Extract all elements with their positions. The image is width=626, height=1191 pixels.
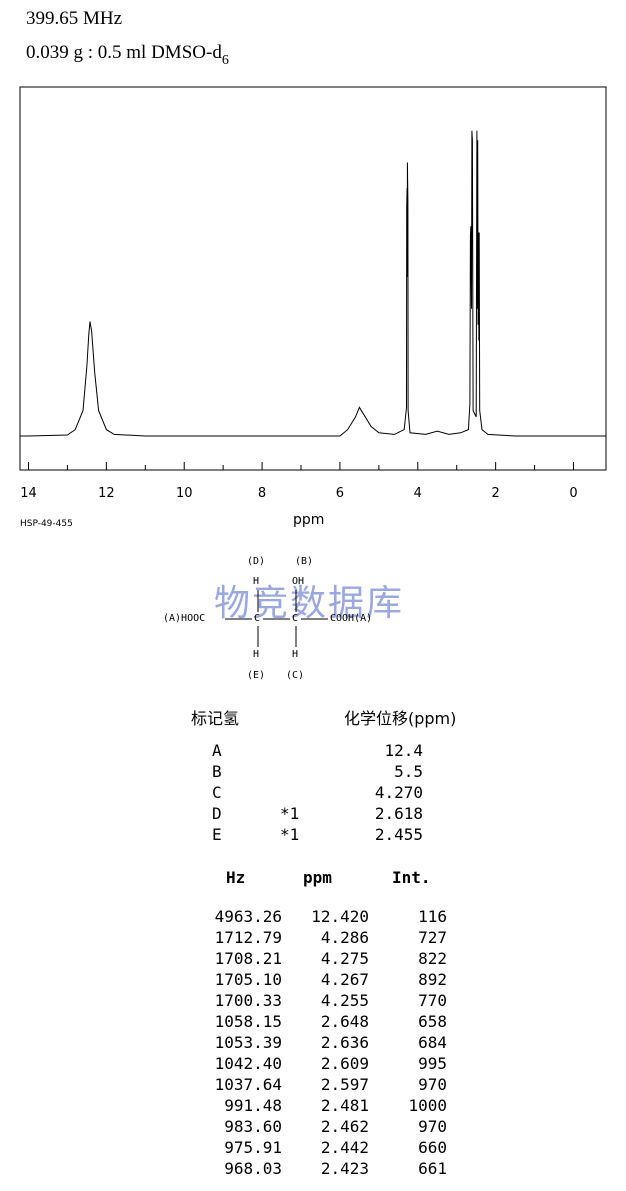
peak-ppm: 4.275	[320, 949, 369, 968]
peak-intensity: 661	[418, 1159, 447, 1178]
peak-ppm: 2.636	[320, 1033, 369, 1052]
spectrum-code: HSP-49-455	[20, 519, 73, 529]
x-axis-tick-labels: 14 12 10 8 6 4 2 0	[20, 486, 577, 501]
peak-hz: 1042.40	[214, 1054, 282, 1073]
carbon-1: C	[254, 613, 261, 624]
assignment-shift: 5.5	[394, 762, 423, 781]
assignment-note: *1	[280, 825, 300, 844]
carbon-2: C	[292, 613, 299, 624]
assignment-label: D	[212, 804, 222, 823]
peak-ppm: 12.420	[311, 907, 369, 926]
peak-ppm: 2.597	[320, 1075, 369, 1094]
structure-bonds	[225, 590, 328, 647]
assignment-header-shift: 化学位移(ppm)	[344, 709, 457, 728]
label-B: (B)	[295, 556, 314, 567]
assignment-label: C	[212, 783, 222, 802]
label-D: (D)	[247, 556, 266, 567]
peak-ppm: 2.648	[320, 1012, 369, 1031]
nmr-spectrum-chart: 14 12 10 8 6 4 2 0 ppm HSP-49-455	[19, 86, 607, 529]
peak-hz: 1712.79	[214, 928, 282, 947]
watermark: 物竞数据库	[214, 583, 405, 624]
peak-ppm: 2.423	[320, 1159, 369, 1178]
peak-intensity: 1000	[408, 1096, 447, 1115]
peak-intensity: 116	[418, 907, 447, 926]
plot-frame	[19, 86, 607, 471]
h-bottom-1: H	[253, 649, 260, 660]
peak-intensity: 822	[418, 949, 447, 968]
assignment-label: A	[212, 741, 222, 760]
peak-ppm: 4.286	[320, 928, 369, 947]
x-tick-label: 2	[492, 486, 500, 501]
peak-ppm: 4.267	[320, 970, 369, 989]
assignment-shift: 2.455	[374, 825, 423, 844]
assignment-header-label: 标记氢	[191, 709, 240, 728]
x-tick-label: 8	[258, 486, 266, 501]
peak-hz: 991.48	[224, 1096, 282, 1115]
peak-hz: 1053.39	[214, 1033, 282, 1052]
right-group: COOH(A)	[330, 613, 373, 624]
assignment-shift: 2.618	[374, 804, 423, 823]
peak-hz: 1705.10	[214, 970, 282, 989]
oh-top: OH	[292, 576, 305, 587]
h-bottom-2: H	[292, 649, 299, 660]
peak-ppm: 2.462	[320, 1117, 369, 1136]
peak-hz: 975.91	[224, 1138, 282, 1157]
left-group: (A)HOOC	[163, 613, 206, 624]
peak-intensity: 658	[418, 1012, 447, 1031]
peak-header-ppm: ppm	[303, 868, 332, 887]
peak-hz: 4963.26	[214, 907, 282, 926]
peak-ppm: 2.481	[320, 1096, 369, 1115]
label-C: (C)	[286, 670, 305, 681]
assignment-label: E	[212, 825, 222, 844]
assignment-shift: 4.270	[374, 783, 423, 802]
peak-ppm: 4.255	[320, 991, 369, 1010]
peak-hz: 1058.15	[214, 1012, 282, 1031]
peak-intensity: 660	[418, 1138, 447, 1157]
sample-description: 0.039 g : 0.5 ml DMSO-d6	[26, 42, 229, 69]
x-tick-label: 0	[569, 486, 577, 501]
peak-hz: 1708.21	[214, 949, 282, 968]
peak-intensity: 727	[418, 928, 447, 947]
x-tick-label: 4	[414, 486, 422, 501]
h-top: H	[253, 576, 260, 587]
x-axis-label: ppm	[293, 512, 324, 528]
sample-subscript: 6	[221, 53, 229, 68]
spectrum-trace	[20, 130, 606, 437]
x-tick-label: 10	[176, 486, 193, 501]
peak-intensity: 684	[418, 1033, 447, 1052]
assignment-shift: 12.4	[384, 741, 423, 760]
x-tick-label: 6	[336, 486, 344, 501]
label-E: (E)	[247, 670, 266, 681]
assignment-label: B	[212, 762, 222, 781]
peak-header-int: Int.	[392, 868, 431, 887]
x-tick-label: 12	[98, 486, 115, 501]
peak-intensity: 892	[418, 970, 447, 989]
peak-ppm: 2.609	[320, 1054, 369, 1073]
peak-ppm: 2.442	[320, 1138, 369, 1157]
peak-intensity: 970	[418, 1117, 447, 1136]
peak-intensity: 770	[418, 991, 447, 1010]
peak-intensity: 995	[418, 1054, 447, 1073]
assignment-note: *1	[280, 804, 300, 823]
x-tick-label: 14	[20, 486, 37, 501]
peak-hz: 983.60	[224, 1117, 282, 1136]
peak-hz: 1700.33	[214, 991, 282, 1010]
peak-hz: 1037.64	[214, 1075, 282, 1094]
spectrometer-frequency: 399.65 MHz	[26, 8, 123, 29]
peak-hz: 968.03	[224, 1159, 282, 1178]
x-axis-ticks	[28, 462, 574, 470]
sample-main-text: 0.039 g : 0.5 ml DMSO-d	[26, 42, 222, 63]
peak-header-hz: Hz	[226, 868, 246, 887]
peak-intensity: 970	[418, 1075, 447, 1094]
